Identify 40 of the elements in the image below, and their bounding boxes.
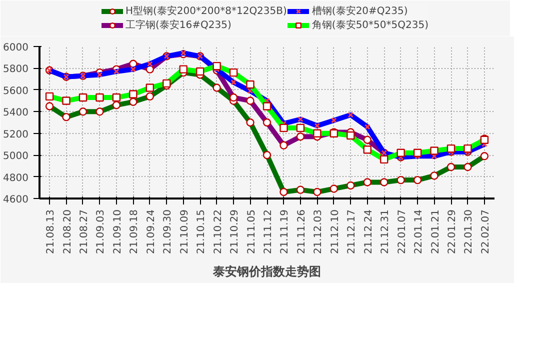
x-tick-label: 21.10.22 [212, 210, 224, 254]
legend-label: 工字钢(泰安16#Q235) [126, 18, 232, 32]
x-tick-label: 21.10.15 [196, 210, 208, 254]
y-tick-label: 5000 [3, 151, 29, 162]
x-tick-label: 22.01.21 [430, 210, 442, 254]
x-tick-label: 21.12.10 [330, 210, 341, 254]
x-tick-label: 22.01.07 [396, 210, 408, 254]
y-tick-label: 4800 [3, 172, 29, 184]
x-tick-label: 21.12.24 [363, 210, 374, 254]
legend-label: 角钢(泰安50*50*5Q235) [312, 18, 428, 32]
x-tick-label: 21.08.27 [78, 210, 90, 254]
x-tick-label: 21.11.05 [246, 210, 258, 254]
x-tick-label: 21.12.31 [380, 210, 392, 254]
x-tick-label: 21.09.10 [112, 210, 124, 254]
y-tick-label: 4600 [3, 194, 29, 206]
y-tick-label: 5800 [3, 64, 29, 76]
y-tick-label: 6000 [3, 42, 29, 54]
x-tick-label: 21.11.26 [296, 210, 308, 254]
x-tick-label: 21.12.03 [313, 210, 324, 254]
x-tick-label: 21.10.29 [230, 210, 241, 254]
x-tick-label: 22.01.14 [414, 210, 425, 254]
x-tick-label: 21.09.03 [96, 210, 107, 254]
x-tick-label: 21.08.13 [46, 210, 57, 254]
x-tick-label: 22.02.07 [480, 210, 492, 254]
text: 泰安钢价指数走势图 [212, 264, 321, 278]
legend-label: H型钢(泰安200*200*8*12Q235B) [126, 4, 287, 18]
y-tick-label: 5200 [3, 129, 29, 140]
legend-label: 槽钢(泰安20#Q235) [312, 4, 408, 18]
x-tick-label: 21.09.24 [146, 210, 157, 254]
x-tick-label: 22.01.29 [447, 210, 458, 254]
x-tick-label: 21.09.30 [162, 210, 174, 254]
x-tick-label: 21.08.20 [62, 210, 74, 254]
x-tick-label: 21.11.12 [263, 210, 274, 254]
x-tick-label: 21.11.19 [280, 210, 291, 254]
x-tick-label: 21.10.09 [179, 210, 190, 254]
x-tick-label: 21.12.17 [346, 210, 358, 254]
x-tick-label: 22.01.30 [464, 210, 475, 254]
y-tick-label: 5400 [3, 108, 29, 119]
y-tick-label: 5600 [3, 86, 29, 97]
x-tick-label: 21.09.18 [129, 210, 140, 254]
